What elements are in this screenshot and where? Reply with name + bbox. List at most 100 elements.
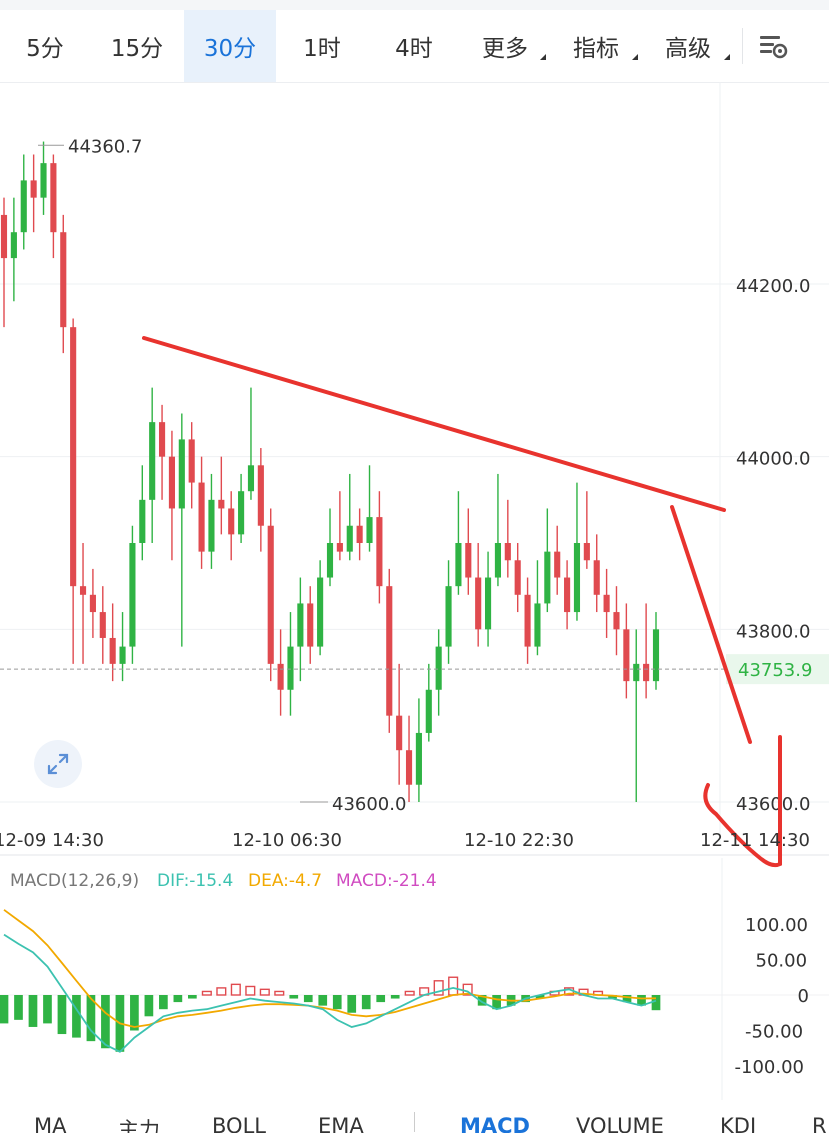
trendline-annotation (142, 336, 726, 512)
candle-body (119, 646, 126, 664)
current-price-label: 43753.9 (738, 660, 812, 681)
macd-histogram-bar (259, 988, 270, 996)
candle-body (30, 180, 37, 198)
candle-body (129, 543, 136, 647)
tab-4hour[interactable]: 4时 (395, 36, 433, 62)
candle-body (346, 525, 353, 552)
macd-histogram-bar (159, 995, 168, 1010)
candle-body (257, 465, 264, 526)
macd-histogram-bar (86, 995, 96, 1042)
macd-histogram-bar (651, 995, 661, 1011)
candle-body (188, 439, 195, 483)
macd-histogram-bar (492, 995, 501, 1010)
macd-histogram-bar (216, 987, 227, 996)
candle-body (238, 491, 245, 535)
candle-body (277, 663, 284, 690)
time-axis-label: 12-11 14:30 (700, 830, 810, 851)
indicator-tab-r[interactable]: R (812, 1114, 827, 1133)
price-chart-svg[interactable]: 44200.0 44000.0 43800.0 43600.0 44360.7 43600… (0, 82, 829, 1133)
interval-tab-bar: 5分 15分 30分 1时 4时 更多 指标 高级 (0, 10, 829, 83)
candle-body (178, 439, 185, 509)
candle-body (336, 543, 343, 552)
candle-body (425, 689, 432, 733)
macd-params-label: MACD(12,26,9) (10, 871, 139, 891)
tab-30min[interactable]: 30分 (184, 10, 276, 82)
macd-histogram-bar (245, 985, 256, 996)
down-arrow-annotation (670, 505, 752, 744)
macd-tick-label: 0 (798, 986, 809, 1007)
candle-body (396, 715, 403, 751)
macd-histogram-bar (101, 995, 110, 1049)
chart-settings-button[interactable] (743, 10, 803, 82)
macd-tick-label: -100.00 (735, 1057, 804, 1078)
indicator-tab-ema[interactable]: EMA (318, 1114, 364, 1133)
tab-1hour[interactable]: 1时 (303, 36, 341, 62)
low-price-label: 43600.0 (332, 794, 406, 815)
time-axis-label: 12-09 14:30 (0, 830, 104, 851)
macd-histogram-bar (376, 995, 386, 1003)
macd-histogram-bar (43, 995, 52, 1024)
candle-body (475, 577, 482, 630)
candle-body (198, 482, 205, 552)
current-price-badge (726, 654, 829, 685)
candle-body (60, 232, 67, 328)
candle-body (435, 646, 442, 690)
chart-area[interactable]: 44200.0 44000.0 43800.0 43600.0 44360.7 43600… (0, 82, 829, 1133)
tab-more[interactable]: 更多 (460, 10, 550, 82)
indicator-tab-macd[interactable]: MACD (460, 1114, 530, 1133)
time-axis-label: 12-10 06:30 (232, 830, 342, 851)
candle-body (10, 232, 17, 259)
macd-histogram-bar (361, 995, 371, 1010)
macd-histogram-bar (289, 995, 299, 999)
expand-chart-button[interactable] (34, 740, 82, 788)
macd-histogram-bar (230, 983, 241, 996)
macd-histogram-bar (130, 995, 139, 1031)
macd-histogram-bar (0, 995, 9, 1024)
macd-histogram-bar (188, 995, 197, 999)
candle-body (524, 594, 531, 647)
candle-body (326, 543, 334, 578)
candle-body (593, 560, 600, 595)
macd-histogram-bar (637, 995, 646, 1006)
indicator-tab-volume[interactable]: VOLUME (576, 1114, 664, 1133)
candle-body (50, 163, 57, 233)
candle-body (158, 422, 166, 457)
macd-histogram-bar (347, 995, 357, 1013)
macd-histogram-bar (390, 995, 400, 999)
macd-tick-label: 100.00 (745, 915, 808, 936)
macd-histogram-bar (173, 995, 183, 1003)
candle-body (484, 577, 492, 630)
indicator-tab-boll[interactable]: BOLL (212, 1114, 266, 1133)
tab-5min[interactable]: 5分 (26, 36, 64, 62)
indicator-tab-kdj[interactable]: KDJ (720, 1114, 757, 1133)
candle-body (247, 465, 255, 492)
scribble-annotation (703, 735, 782, 868)
expand-arrows-icon (47, 753, 69, 775)
dropdown-triangle-icon (632, 54, 638, 60)
macd-dea-label: DEA:-4.7 (248, 871, 322, 891)
macd-histogram-bar (622, 995, 632, 1003)
candle-body (40, 163, 47, 198)
candle-body (109, 637, 116, 664)
tab-indicators[interactable]: 指标 (550, 10, 642, 82)
candle-body (623, 629, 630, 682)
candle-body (465, 543, 472, 578)
macd-tick-label: 50.00 (756, 951, 808, 972)
indicator-tab-ma[interactable]: MA (34, 1114, 67, 1133)
tab-15min[interactable]: 15分 (110, 36, 164, 62)
indicator-tab-main-force[interactable]: 主力 (118, 1118, 160, 1133)
candle-body (583, 543, 590, 561)
dropdown-triangle-icon (724, 54, 730, 60)
macd-histogram-bar (477, 995, 487, 1006)
macd-tick-label: -50.00 (745, 1022, 803, 1043)
candle-body (208, 499, 215, 552)
macd-histogram-bar (57, 995, 67, 1035)
status-strip (0, 0, 829, 10)
high-price-label: 44360.7 (68, 136, 142, 157)
candle-body (613, 612, 620, 630)
macd-histogram-bar (433, 980, 444, 996)
macd-histogram-bar (201, 990, 212, 996)
dropdown-triangle-icon (540, 54, 546, 60)
time-axis-label: 12-10 22:30 (464, 830, 574, 851)
tab-advanced[interactable]: 高级 (642, 10, 734, 82)
